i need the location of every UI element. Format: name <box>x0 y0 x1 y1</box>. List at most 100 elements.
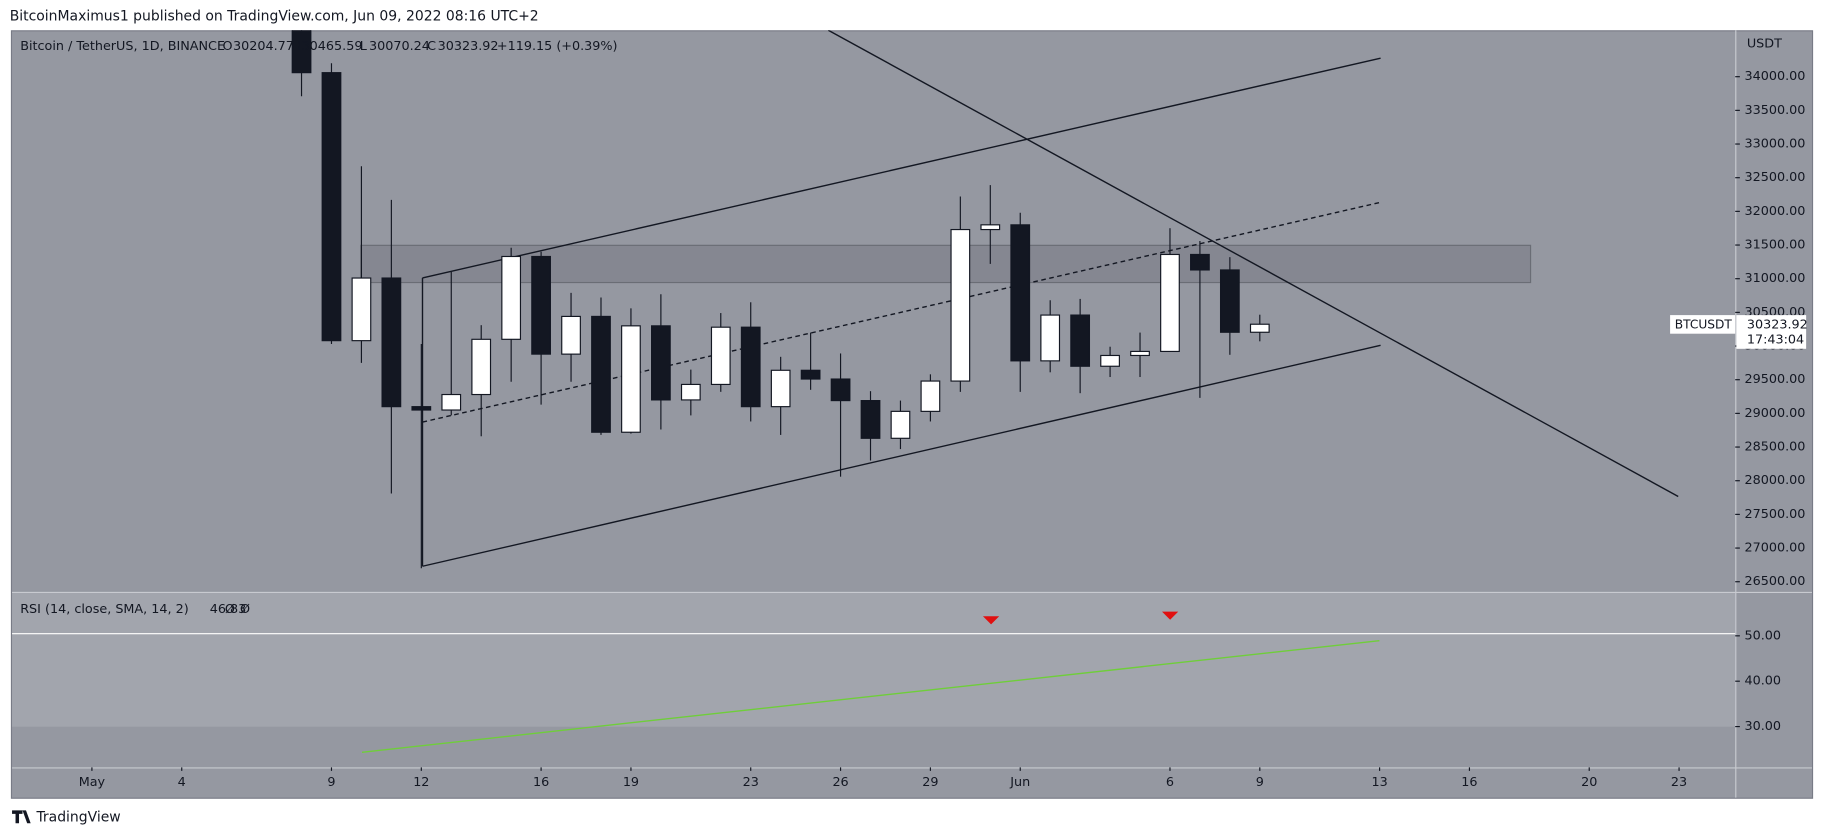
candle-body <box>1100 354 1120 367</box>
ohlc-value: 30323.92 <box>438 39 499 54</box>
y-tick-label: 33500.00 <box>1745 103 1806 118</box>
y-tick-label: 32000.00 <box>1745 204 1806 219</box>
candle-body <box>1070 314 1091 367</box>
x-tick-label: 26 <box>832 775 848 790</box>
footer: TradingView <box>12 809 121 825</box>
x-tick-label: 19 <box>623 775 639 790</box>
rsi-drawings <box>361 611 1380 753</box>
y-tick-label: 33000.00 <box>1745 137 1806 152</box>
candle-body <box>1010 224 1031 362</box>
x-tick-label: 12 <box>413 775 429 790</box>
logo <box>12 810 31 824</box>
candle-body <box>1219 269 1240 333</box>
y-tick-label: 27000.00 <box>1745 541 1806 556</box>
divergence-marker <box>1161 611 1179 620</box>
symbol-tag <box>1670 315 1736 334</box>
y-tick-label: 30.00 <box>1745 719 1782 734</box>
candle-body <box>531 255 551 355</box>
resistance-zone <box>360 244 1532 284</box>
countdown: 17:43:04 <box>1747 333 1804 348</box>
symbol-tag-label: BTCUSDT <box>1675 317 1733 331</box>
candle-body <box>501 255 522 340</box>
y-tick-label: 31500.00 <box>1745 238 1806 253</box>
descending-line <box>827 30 1679 498</box>
candle-body <box>860 400 881 439</box>
marks <box>291 30 1270 569</box>
candle-body <box>920 380 941 412</box>
candle-body <box>980 224 1001 231</box>
last-price: 30323.92 <box>1747 317 1808 332</box>
candle-body <box>1160 253 1180 353</box>
divergence-marker <box>982 616 1000 625</box>
x-tick-label: Jun <box>1009 775 1030 790</box>
legend: Bitcoin / TetherUS, 1D, BINANCE O 30204.… <box>20 37 1782 617</box>
rsi-value: 46.83 <box>210 602 247 617</box>
candle-body <box>651 325 671 401</box>
candle-body <box>471 338 492 396</box>
x-tick-label: 9 <box>1256 775 1264 790</box>
candle-body <box>770 369 791 408</box>
y-tick-label: 29000.00 <box>1745 406 1806 421</box>
y-tick-label: 40.00 <box>1745 674 1782 689</box>
y-tick-label: 34000.00 <box>1745 69 1806 84</box>
candle-body <box>411 406 432 411</box>
x-tick-label: 23 <box>743 775 759 790</box>
candle-body <box>680 383 701 401</box>
x-tick-label: 13 <box>1371 775 1387 790</box>
rsi-na: Ø <box>225 602 235 617</box>
ohlc-letter: L <box>360 39 368 54</box>
candle-body <box>561 315 581 355</box>
change: +119.15 (+0.39%) <box>497 39 618 54</box>
candle-body <box>1130 350 1150 357</box>
ohlc-value: 30465.59 <box>302 39 363 54</box>
y-tick-label: 26500.00 <box>1745 574 1806 589</box>
x-tick-label: 4 <box>178 775 186 790</box>
candle-body <box>740 326 761 408</box>
rsi-trendline <box>361 639 1380 753</box>
x-tick-label: 29 <box>922 775 938 790</box>
candle-body <box>1249 323 1270 333</box>
x-tick-label: 6 <box>1166 775 1174 790</box>
ohlc-letter: O <box>223 39 233 54</box>
axis-title: USDT <box>1747 37 1782 52</box>
candle-body <box>890 410 911 439</box>
candle-body <box>950 228 971 382</box>
candle-body <box>830 378 851 402</box>
candle-body <box>291 30 312 74</box>
candle-body <box>621 325 641 433</box>
drawings <box>360 30 1679 567</box>
rsi-band <box>12 591 1736 727</box>
ohlc-letter: H <box>291 39 301 54</box>
candle-body <box>800 369 821 380</box>
y-tick-label: 28000.00 <box>1745 473 1806 488</box>
last-price-tag <box>1736 315 1807 349</box>
candle-body <box>441 393 462 411</box>
channel-mid <box>422 201 1381 423</box>
y-tick-label: 32500.00 <box>1745 170 1806 185</box>
y-tick-label: 27500.00 <box>1745 507 1806 522</box>
ohlc-letter: C <box>427 39 436 54</box>
candle-body <box>321 72 342 342</box>
candle-body <box>710 326 731 386</box>
y-tick-label: 50.00 <box>1745 628 1782 643</box>
x-tick-label: 9 <box>327 775 335 790</box>
ohlc-value: 30204.77 <box>233 39 294 54</box>
y-tick-label: 29500.00 <box>1745 372 1806 387</box>
candle-body <box>1190 253 1210 271</box>
channel-lower <box>422 344 1381 567</box>
y-tick-label: 31000.00 <box>1745 271 1806 286</box>
candle-body <box>591 315 611 433</box>
price-tag: BTCUSDT 30323.92 17:43:04 <box>1670 315 1808 349</box>
candle-body <box>381 277 402 408</box>
x-tick-label: 16 <box>1461 775 1477 790</box>
ohlc-value: 30070.24 <box>369 39 430 54</box>
symbol-title: Bitcoin / TetherUS, 1D, BINANCE <box>20 39 225 54</box>
channel-upper <box>422 57 1381 279</box>
publisher-line: BitcoinMaximus1 published on TradingView… <box>10 8 539 24</box>
y-tick-label: 28500.00 <box>1745 440 1806 455</box>
brand: TradingView <box>35 809 120 825</box>
rsi-title: RSI (14, close, SMA, 14, 2) <box>20 602 189 617</box>
x-tick-label: 20 <box>1581 775 1597 790</box>
